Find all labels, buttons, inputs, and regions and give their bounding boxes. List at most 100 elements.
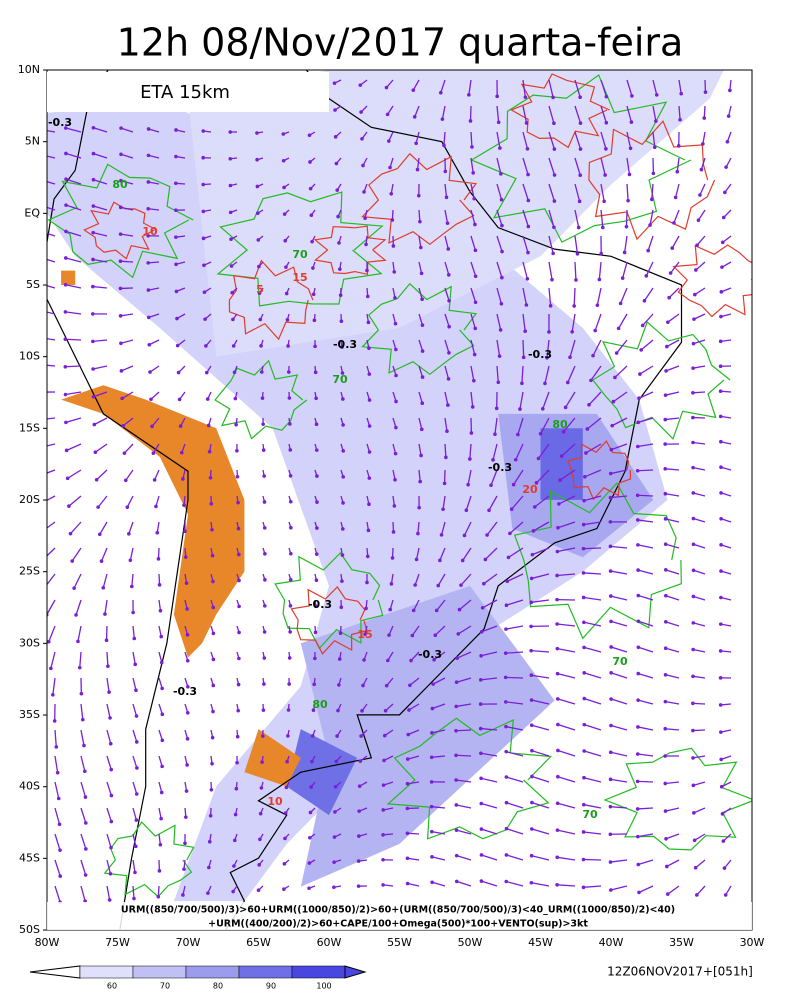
wind-arrow-head (121, 424, 125, 428)
wind-arrow-head (359, 110, 363, 114)
wind-arrow-head (691, 621, 695, 625)
wind-arrow-head (650, 198, 654, 202)
wind-arrow-head (64, 283, 68, 287)
wind-arrow-head (105, 638, 109, 642)
wind-arrow-head (484, 558, 488, 562)
wind-arrow-head (598, 278, 602, 282)
wind-arrow-head (579, 121, 583, 125)
lon-label: 35W (669, 936, 694, 949)
wind-arrow-head (431, 682, 435, 686)
wind-arrow-head (537, 457, 541, 461)
wind-arrow-head (446, 247, 450, 251)
wind-arrow-head (263, 656, 267, 660)
wind-arrow-head (609, 496, 613, 500)
wind-arrow-head (679, 92, 683, 96)
wind-arrow-head (420, 401, 424, 405)
wind-arrow-head (677, 144, 681, 148)
wind-arrow-head (663, 754, 667, 758)
wind-arrow-head (560, 454, 564, 458)
wind-arrow-head (574, 278, 578, 282)
wind-arrow-head (233, 370, 237, 374)
wind-arrow-head (283, 212, 287, 216)
contour-label: 70 (582, 808, 598, 821)
wind-arrow-head (516, 433, 520, 437)
wind-arrow (65, 366, 81, 367)
wind-arrow-head (664, 568, 668, 572)
wind-arrow-head (664, 700, 668, 704)
wind-arrow-head (481, 606, 485, 610)
wind-arrow-head (526, 173, 530, 177)
wind-arrow-head (176, 344, 180, 348)
wind-arrow-head (455, 880, 459, 884)
wind-arrow (65, 339, 81, 340)
wind-arrow-head (609, 778, 613, 782)
wind-arrow-head (382, 759, 386, 763)
wind-arrow-head (236, 501, 240, 505)
wind-arrow-head (207, 866, 211, 870)
wind-arrow-head (664, 809, 668, 813)
contour-label: 70 (612, 655, 628, 668)
wind-arrow-head (420, 297, 424, 301)
wind-arrow-head (340, 579, 344, 583)
wind-arrow-head (367, 502, 371, 506)
wind-arrow-head (526, 147, 530, 151)
wind-arrow-head (508, 532, 512, 536)
wind-arrow-head (719, 649, 723, 653)
wind-arrow-head (441, 117, 445, 121)
lat-label: 10N (18, 63, 40, 76)
wind-arrow-head (314, 371, 318, 375)
wind-arrow-head (529, 601, 533, 605)
wind-arrow-head (568, 355, 572, 359)
wind-arrow-head (630, 120, 634, 124)
wind-arrow-head (92, 126, 96, 130)
wind-arrow-head (479, 727, 483, 731)
wind-arrow-head (307, 886, 311, 890)
wind-arrow-head (636, 672, 640, 676)
wind-arrow-head (641, 324, 645, 328)
wind-arrow-head (260, 786, 264, 790)
wind-arrow-head (232, 344, 236, 348)
wind-arrow-head (41, 558, 45, 562)
wind-arrow-head (211, 554, 215, 558)
wind-arrow-head (553, 199, 557, 203)
wind-arrow-head (366, 295, 370, 299)
wind-arrow-head (530, 749, 534, 753)
wind-arrow-head (201, 156, 205, 160)
wind-arrow-head (150, 425, 154, 429)
wind-arrow-head (66, 476, 70, 480)
wind-arrow-head (93, 423, 97, 427)
wind-arrow-head (505, 603, 509, 607)
wind-arrow-head (37, 308, 41, 312)
wind-arrow-head (412, 609, 416, 613)
wind-arrow-head (430, 830, 434, 834)
lat-label: 10S (19, 350, 40, 363)
wind-arrow-head (698, 193, 702, 197)
wind-arrow-head (406, 807, 410, 811)
wind-arrow-head (493, 432, 497, 436)
wind-arrow-head (556, 828, 560, 832)
wind-arrow-head (184, 815, 188, 819)
wind-arrow-head (552, 225, 556, 229)
wind-arrow-head (174, 208, 178, 212)
wind-arrow-head (82, 744, 86, 748)
wind-arrow-head (455, 680, 459, 684)
lon-label: 45W (528, 936, 553, 949)
wind-arrow-head (406, 882, 410, 886)
wind-arrow-head (211, 580, 215, 584)
wind-arrow-head (96, 505, 100, 509)
colorbar-label: 60 (107, 982, 117, 991)
colorbar-label: 100 (316, 982, 331, 991)
wind-arrow-head (201, 129, 205, 133)
wind-arrow-head (174, 155, 178, 159)
wind-arrow-head (335, 734, 339, 738)
wind-arrow-head (530, 801, 534, 805)
wind-arrow-head (415, 558, 419, 562)
wind-arrow-head (719, 596, 723, 600)
contour-label: -0.3 (418, 648, 442, 661)
wind-arrow-head (479, 802, 483, 806)
humidity-area (541, 428, 583, 500)
wind-arrow-head (234, 423, 238, 427)
wind-arrow-head (308, 133, 312, 137)
wind-arrow-head (582, 499, 586, 503)
wind-arrow-head (579, 147, 583, 151)
